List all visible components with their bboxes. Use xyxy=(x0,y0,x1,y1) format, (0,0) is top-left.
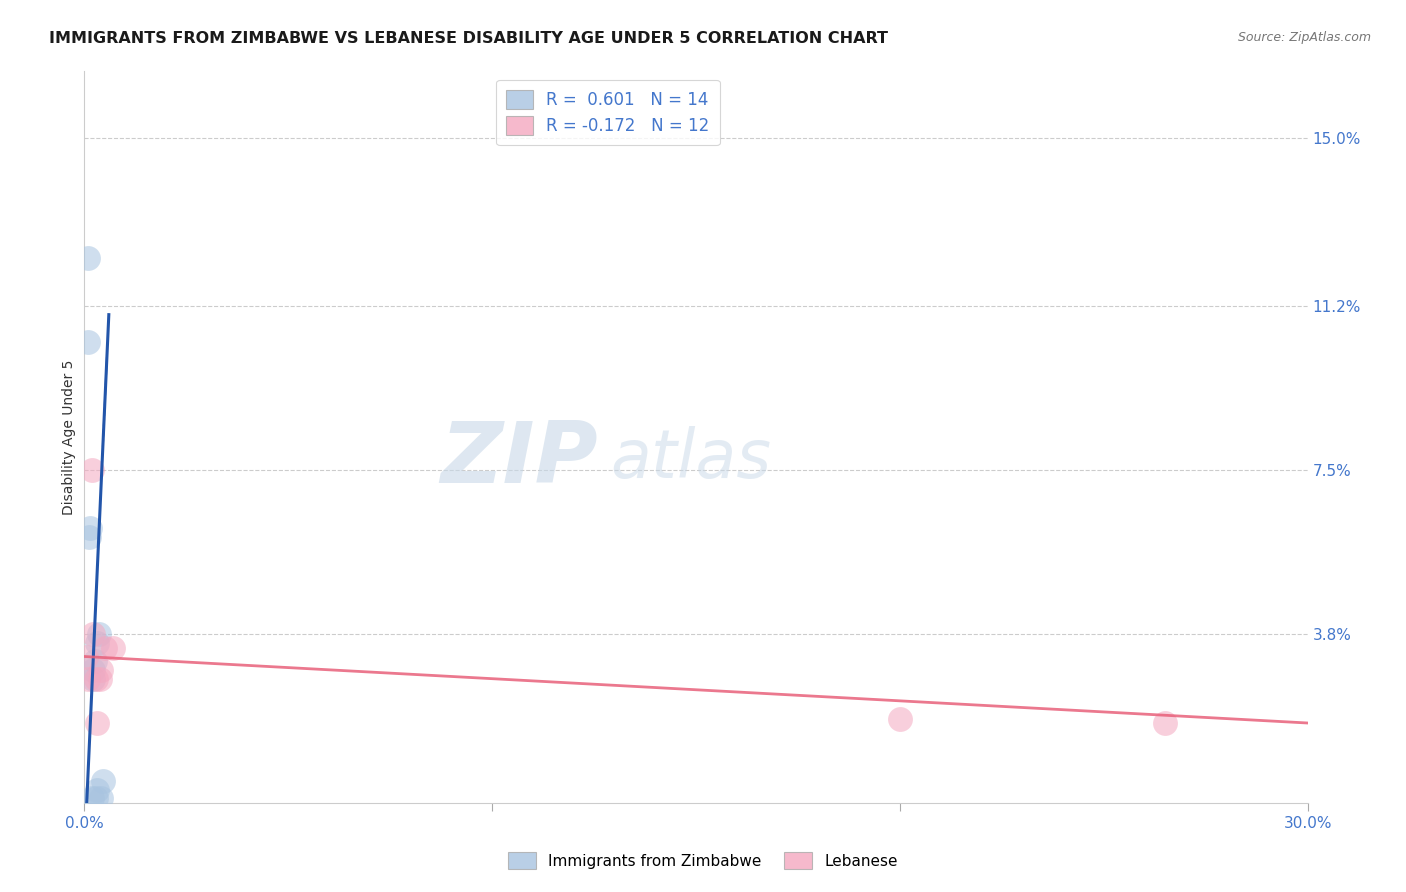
Legend: R =  0.601   N = 14, R = -0.172   N = 12: R = 0.601 N = 14, R = -0.172 N = 12 xyxy=(496,79,720,145)
Point xyxy=(889,712,911,726)
Text: IMMIGRANTS FROM ZIMBABWE VS LEBANESE DISABILITY AGE UNDER 5 CORRELATION CHART: IMMIGRANTS FROM ZIMBABWE VS LEBANESE DIS… xyxy=(49,31,889,46)
Point xyxy=(80,791,103,805)
Point xyxy=(83,654,105,668)
Text: atlas: atlas xyxy=(610,426,772,492)
Point xyxy=(93,640,117,655)
Point xyxy=(90,663,112,677)
Point xyxy=(77,334,100,349)
Point xyxy=(91,773,114,788)
Text: ZIP: ZIP xyxy=(440,417,598,500)
Point xyxy=(82,663,104,677)
Point xyxy=(80,463,103,477)
Point xyxy=(82,627,104,641)
Y-axis label: Disability Age Under 5: Disability Age Under 5 xyxy=(62,359,76,515)
Point xyxy=(75,649,97,664)
Point xyxy=(84,672,107,686)
Legend: Immigrants from Zimbabwe, Lebanese: Immigrants from Zimbabwe, Lebanese xyxy=(502,846,904,875)
Point xyxy=(86,716,108,731)
Text: Source: ZipAtlas.com: Source: ZipAtlas.com xyxy=(1237,31,1371,45)
Point xyxy=(1154,716,1177,731)
Point xyxy=(86,782,108,797)
Point xyxy=(82,672,104,686)
Point xyxy=(76,251,98,265)
Point xyxy=(87,627,110,641)
Point xyxy=(84,791,107,805)
Point xyxy=(101,640,124,655)
Point xyxy=(90,791,112,805)
Point xyxy=(77,530,100,544)
Point xyxy=(89,672,111,686)
Point xyxy=(79,521,101,535)
Point xyxy=(77,672,100,686)
Point xyxy=(86,636,108,650)
